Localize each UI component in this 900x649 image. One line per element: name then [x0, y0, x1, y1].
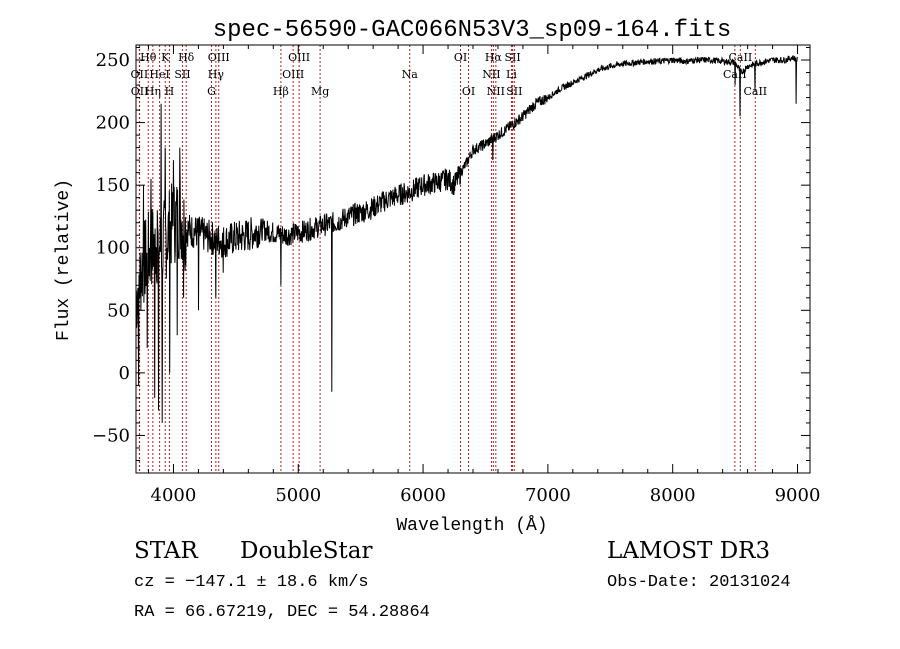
object-subclass: DoubleStar	[240, 538, 373, 564]
marker-label: SII	[174, 68, 190, 81]
marker-label: NII	[482, 68, 500, 81]
y-tick-label: 250	[96, 50, 130, 71]
marker-label: G	[207, 85, 216, 98]
marker-label: OI	[462, 85, 475, 98]
marker-label: Na	[402, 68, 419, 81]
marker-label: Hδ	[178, 51, 195, 64]
marker-label: OIII	[208, 51, 230, 64]
survey-name: LAMOST DR3	[607, 538, 771, 564]
marker-label: Li	[506, 68, 517, 81]
x-tick-label: 5000	[275, 485, 321, 506]
marker-label: SII	[506, 85, 522, 98]
marker-label: Hη	[145, 85, 161, 98]
marker-label: Hα	[485, 51, 503, 64]
y-tick-label: 150	[96, 175, 130, 196]
spectral-line-markers	[138, 45, 756, 473]
marker-label: SII	[504, 51, 520, 64]
y-axis-label: Flux (relative)	[54, 179, 74, 341]
marker-label: OII	[131, 85, 149, 98]
marker-label: Hθ	[140, 51, 157, 64]
x-tick-label: 8000	[650, 485, 696, 506]
coordinates: RA = 66.67219, DEC = 54.28864	[134, 603, 430, 622]
marker-label: OII	[131, 68, 149, 81]
marker-label: CaII	[743, 85, 767, 98]
marker-label: Hγ	[208, 68, 225, 81]
marker-label: NII	[487, 85, 505, 98]
x-tick-label: 7000	[525, 485, 571, 506]
y-tick-label: −50	[92, 425, 130, 446]
y-tick-label: 0	[119, 363, 130, 384]
x-tick-label: 4000	[151, 485, 197, 506]
marker-label: Hβ	[273, 85, 289, 98]
x-axis-ticks: 4000 5000 6000 7000 8000 9000	[147, 45, 821, 506]
observation-date: Obs-Date: 20131024	[607, 573, 791, 592]
flux-series	[135, 55, 798, 423]
marker-label: CaII	[723, 68, 747, 81]
x-tick-label: 6000	[400, 485, 446, 506]
marker-label: H	[165, 85, 175, 98]
marker-label: OIII	[288, 51, 310, 64]
plot-border	[135, 44, 811, 474]
plot-frame	[135, 44, 811, 474]
marker-label: HeI	[149, 68, 169, 81]
y-tick-label: 100	[96, 238, 130, 259]
y-axis-ticks: −50 0 50 100 150 200 250	[92, 47, 810, 461]
flux-line	[135, 55, 798, 423]
marker-label: OI	[454, 51, 467, 64]
y-tick-label: 50	[107, 300, 130, 321]
x-tick-label: 9000	[775, 485, 821, 506]
chart-title: spec-56590-GAC066N53V3_sp09-164.fits	[213, 17, 731, 44]
redshift-velocity: cz = −147.1 ± 18.6 km/s	[134, 573, 369, 592]
marker-label: OIII	[282, 68, 304, 81]
object-class: STAR	[134, 538, 198, 564]
y-tick-label: 200	[96, 113, 130, 134]
marker-label: Mg	[311, 85, 329, 98]
marker-label: CaII	[729, 51, 753, 64]
x-axis-label: Wavelength (Å)	[396, 515, 547, 536]
marker-label: K	[161, 51, 170, 64]
